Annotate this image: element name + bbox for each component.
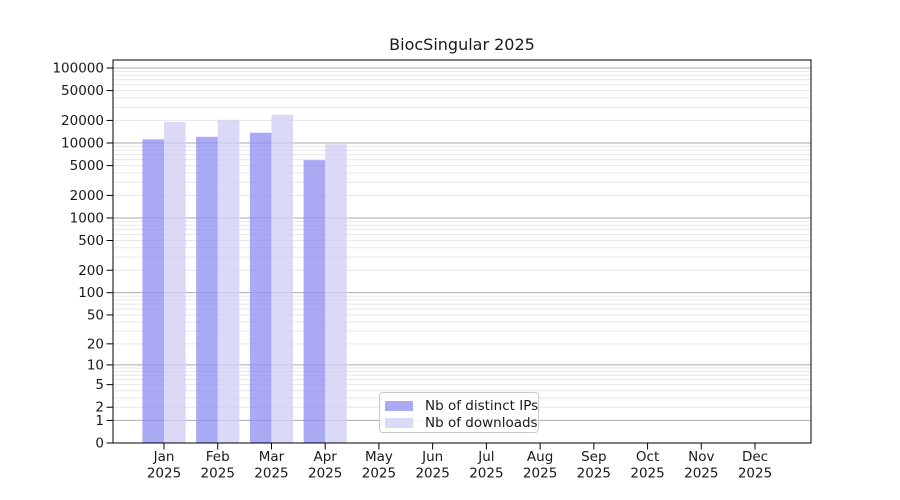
- y-tick-label: 2000: [70, 188, 104, 204]
- x-tick-label-month: Mar: [259, 449, 285, 465]
- x-tick-label-month: Apr: [314, 449, 338, 465]
- y-tick-label: 100000: [52, 60, 104, 76]
- y-tick-label: 20: [87, 336, 104, 352]
- x-tick-label-year: 2025: [523, 466, 557, 482]
- x-tick-label-month: May: [365, 449, 393, 465]
- y-tick-label: 200: [78, 263, 104, 279]
- x-tick-label-month: Nov: [688, 449, 714, 465]
- legend-label: Nb of downloads: [425, 414, 538, 431]
- x-tick-label-year: 2025: [577, 466, 611, 482]
- chart-legend: Nb of distinct IPs Nb of downloads: [379, 392, 539, 433]
- x-tick-label-year: 2025: [308, 466, 342, 482]
- y-tick-label: 0: [95, 436, 104, 452]
- x-tick-label-month: Aug: [527, 449, 553, 465]
- x-tick-label-month: Feb: [206, 449, 230, 465]
- y-tick-label: 10000: [61, 135, 104, 151]
- x-tick-label-year: 2025: [147, 466, 181, 482]
- legend-item-distinct-ips: Nb of distinct IPs: [385, 397, 539, 414]
- x-tick-label-month: Jul: [477, 449, 494, 465]
- x-tick-label-month: Jun: [421, 449, 443, 465]
- legend-item-downloads: Nb of downloads: [385, 414, 538, 431]
- y-tick-label: 5: [95, 377, 104, 393]
- x-tick-label-year: 2025: [362, 466, 396, 482]
- x-tick-label-month: Oct: [636, 449, 659, 465]
- y-tick-label: 100: [78, 285, 104, 301]
- y-tick-label: 500: [78, 233, 104, 249]
- y-tick-label: 10: [87, 357, 104, 373]
- x-tick-label-month: Jan: [153, 449, 175, 465]
- y-tick-label: 2: [95, 400, 104, 416]
- y-tick-label: 1: [95, 413, 104, 429]
- bar-downloads: [271, 114, 294, 443]
- legend-label: Nb of distinct IPs: [425, 397, 539, 414]
- distinct-ips-swatch-icon: [385, 400, 413, 411]
- x-tick-label-year: 2025: [469, 466, 503, 482]
- x-tick-label-month: Sep: [581, 449, 606, 465]
- plot-frame: [112, 59, 812, 444]
- bar-distinct-ips: [196, 136, 218, 444]
- x-tick-label-year: 2025: [738, 466, 772, 482]
- x-tick-label-year: 2025: [254, 466, 288, 482]
- y-tick-label: 1000: [70, 210, 104, 226]
- downloads-swatch-icon: [385, 417, 413, 428]
- x-tick-label-month: Dec: [742, 449, 768, 465]
- x-tick-label-year: 2025: [684, 466, 718, 482]
- y-tick-label: 20000: [61, 113, 104, 129]
- bar-distinct-ips: [142, 139, 164, 444]
- bar-distinct-ips: [303, 160, 326, 443]
- x-tick-label-year: 2025: [201, 466, 235, 482]
- y-tick-label: 5000: [70, 158, 104, 174]
- bar-downloads: [217, 119, 240, 444]
- y-tick-label: 50000: [61, 83, 104, 99]
- y-tick-label: 50: [87, 307, 104, 323]
- bar-downloads: [325, 144, 347, 443]
- bar-distinct-ips: [249, 132, 272, 443]
- x-tick-label-year: 2025: [415, 466, 449, 482]
- bar-downloads: [164, 121, 186, 444]
- chart-title: BiocSingular 2025: [389, 35, 535, 54]
- x-tick-label-year: 2025: [630, 466, 664, 482]
